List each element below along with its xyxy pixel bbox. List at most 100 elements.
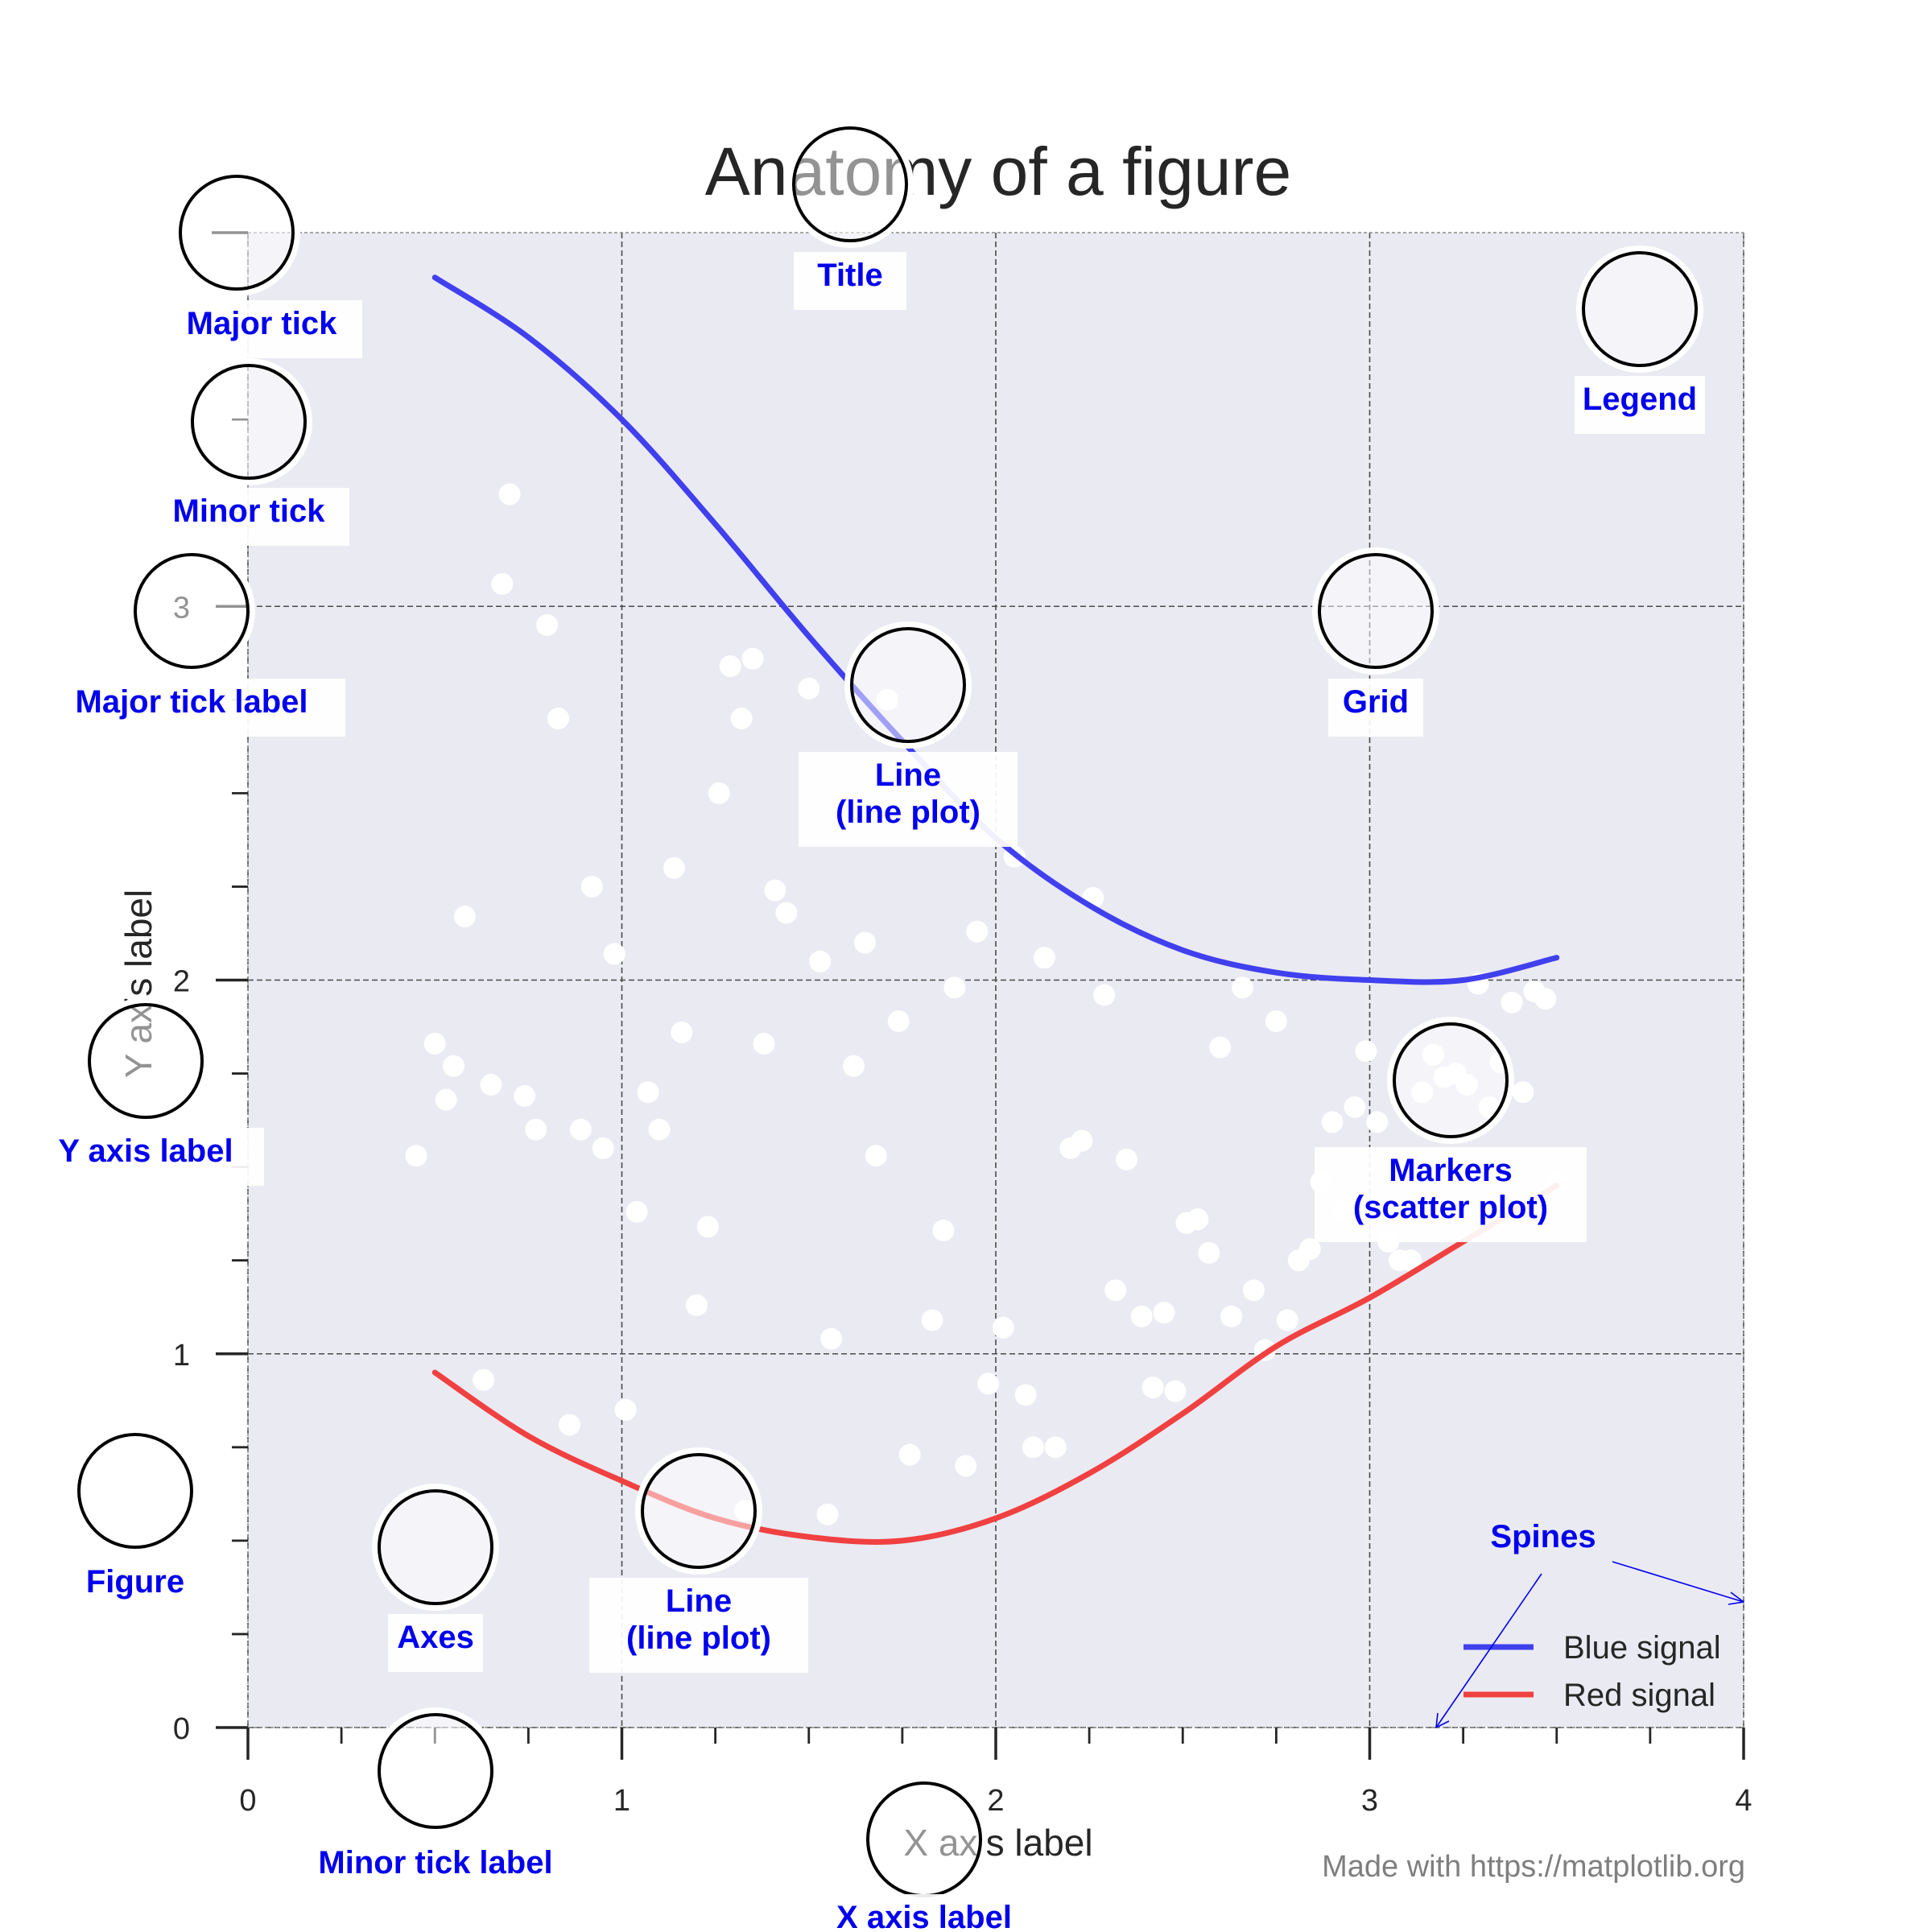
scatter-point (1501, 991, 1523, 1013)
spines-arrow-right (1612, 1561, 1744, 1603)
axes-marker-halo (372, 1484, 499, 1611)
scatter-point (741, 647, 764, 670)
x-axis-label-label-box (806, 1894, 1042, 1932)
scatter-point (1141, 1377, 1164, 1399)
markers-marker-halo (1387, 1017, 1514, 1144)
scatter-point (1276, 1309, 1298, 1331)
scatter-point (480, 1073, 502, 1096)
major-tick-label-label-box (38, 679, 345, 737)
markers-label-box (1315, 1147, 1587, 1242)
scatter-point (525, 1118, 547, 1141)
grid-marker (1318, 553, 1434, 669)
scatter-point (764, 879, 786, 902)
scatter-point (865, 1145, 887, 1167)
scatter-point (932, 1220, 955, 1242)
scatter-point (853, 931, 876, 954)
legend-entry: Blue signal (1563, 1630, 1721, 1666)
scatter-point (1116, 1148, 1138, 1170)
spines-label: Spines (1490, 1519, 1596, 1554)
title-marker (792, 126, 908, 242)
scatter-point (753, 1032, 775, 1055)
scatter-point (435, 1088, 457, 1111)
major-tick-label-marker-halo (128, 547, 255, 675)
scatter-point (1130, 1305, 1153, 1327)
scatter-point (1033, 947, 1055, 969)
scatter-point (1164, 1380, 1187, 1402)
scatter-point (498, 483, 521, 506)
x-tick-label: 1 (613, 1784, 630, 1818)
legend-entry: Red signal (1563, 1678, 1715, 1713)
scatter-point (558, 1414, 580, 1436)
line-plot-lower-label-box (589, 1578, 808, 1673)
line-plot-lower-label: Line (666, 1583, 732, 1619)
legend: Blue signal Red signal (1463, 1630, 1721, 1713)
minor-tick-label: Minor tick (173, 493, 326, 529)
scatter-point (1321, 1111, 1344, 1133)
line-plot-lower-label: (line plot) (626, 1620, 771, 1656)
scatter-point (1400, 1249, 1422, 1272)
scatter-point (1198, 1241, 1220, 1264)
grid-label-box (1328, 679, 1423, 737)
scatter-point (442, 1055, 464, 1077)
legend-label-box (1575, 376, 1705, 434)
scatter-point (1298, 1238, 1321, 1261)
y-axis-label-label: Y axis label (58, 1133, 233, 1169)
scatter-point (1534, 988, 1557, 1010)
major-tick-label-marker (134, 553, 250, 669)
x-tick-label: 0 (239, 1784, 256, 1818)
axes-label: Axes (397, 1620, 474, 1655)
scatter-point (1187, 1208, 1209, 1231)
grid-marker-halo (1312, 547, 1439, 675)
scatter-point (1104, 1279, 1127, 1302)
markers-label: (scatter plot) (1353, 1190, 1548, 1225)
minor-tick-label-marker (378, 1713, 493, 1829)
figure-marker-halo (72, 1427, 199, 1554)
scatter-point (637, 1081, 659, 1104)
scatter-point (943, 976, 966, 999)
scatter-point (1153, 1302, 1175, 1324)
scatter-point (775, 902, 798, 924)
y-axis-label-marker-halo (82, 997, 209, 1125)
title-label-box (794, 252, 906, 310)
scatter-point (1355, 1040, 1377, 1063)
axes-label-box (388, 1614, 483, 1672)
scatter-point (966, 920, 989, 943)
line-plot-upper-label: (line plot) (836, 795, 980, 830)
legend-marker-halo (1576, 246, 1703, 373)
scatter-point (696, 1216, 719, 1238)
scatter-point (491, 572, 514, 595)
line-plot-upper-marker-halo (844, 621, 972, 749)
minor-tick-label-label: Minor tick label (318, 1845, 552, 1880)
scatter-point (820, 1327, 843, 1350)
scatter-point (603, 943, 625, 965)
scatter-point (547, 708, 570, 730)
scatter-point (663, 857, 686, 879)
scatter-point (1220, 1305, 1243, 1327)
scatter-point (423, 1032, 446, 1055)
scatter-point (453, 906, 476, 928)
markers-marker (1393, 1022, 1509, 1138)
minor-tick-label-marker-halo (372, 1707, 499, 1835)
line-plot-upper-label-box (799, 752, 1018, 847)
major-tick-label-box (161, 300, 362, 358)
scatter-point (1093, 984, 1116, 1006)
spines-arrowhead-bottom (1435, 1712, 1450, 1728)
scatter-point (898, 1443, 921, 1466)
minor-tick-marker-halo (185, 358, 312, 485)
scatter-point (1366, 1111, 1389, 1133)
line-plot-lower-marker-halo (635, 1447, 762, 1575)
scatter-point (536, 613, 559, 636)
figure-marker (77, 1433, 193, 1549)
minor-tick-marker (191, 364, 307, 480)
legend-label: Legend (1583, 382, 1697, 417)
scatter-point (648, 1118, 671, 1141)
minor-tick-label-box (148, 488, 349, 546)
scatter-point (473, 1368, 495, 1391)
scatter-point (798, 677, 820, 700)
title-label: Title (817, 258, 883, 293)
scatter-point (955, 1455, 977, 1477)
scatter-point (614, 1398, 637, 1421)
scatter-point (1265, 1010, 1287, 1033)
y-tick-label: 2 (173, 965, 190, 999)
spines-arrow-bottom (1435, 1573, 1542, 1728)
